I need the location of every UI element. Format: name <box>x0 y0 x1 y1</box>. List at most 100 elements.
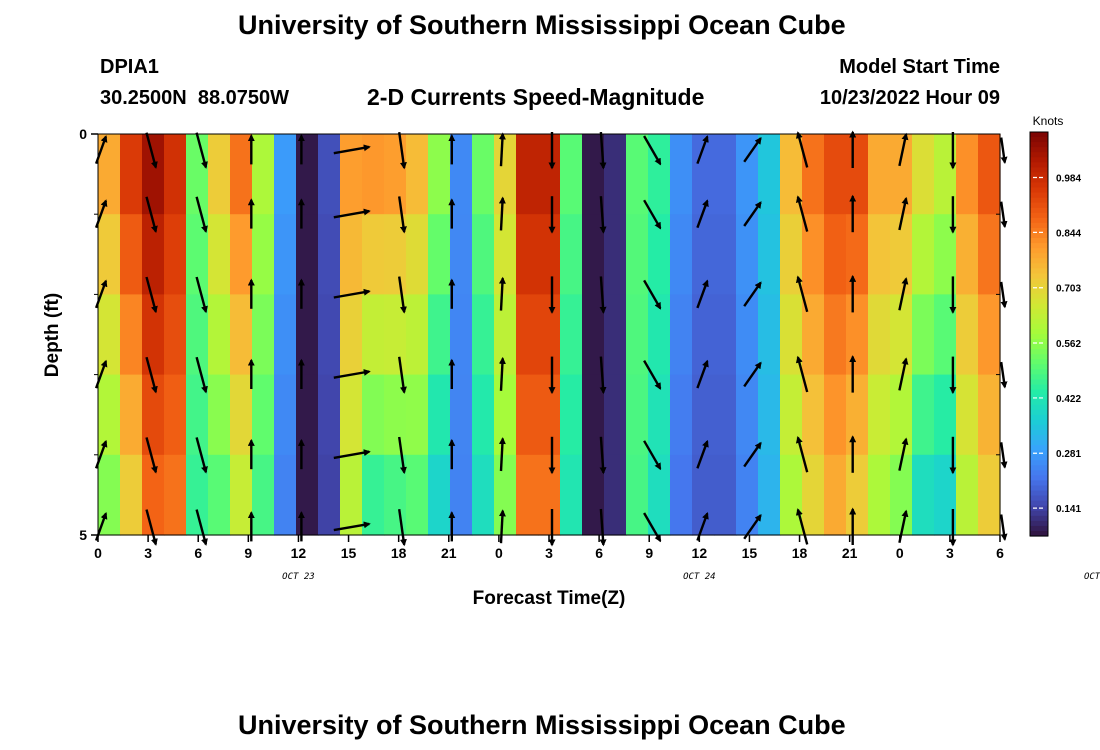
current-vector <box>498 132 506 167</box>
heatmap-cell <box>824 374 847 456</box>
colorbar-segment <box>1030 308 1048 315</box>
heatmap-cell <box>340 214 363 295</box>
colorbar-segment <box>1030 515 1048 522</box>
chart-axes: Depth (ft) Forecast Time(Z) Knots 0 3 6 9 12… <box>42 114 1100 609</box>
current-vector <box>898 277 909 311</box>
current-vector <box>195 509 208 546</box>
heatmap-cell <box>604 294 627 376</box>
heatmap-cell <box>736 454 759 536</box>
heatmap-cell <box>296 134 319 215</box>
colorbar-segment <box>1030 344 1048 350</box>
heatmap-cell <box>670 454 693 536</box>
heatmap-cell <box>868 374 891 456</box>
current-vector <box>498 196 506 231</box>
current-vector <box>1000 281 1008 309</box>
current-vector <box>795 435 809 473</box>
x-tick-label: 15 <box>742 545 758 561</box>
colorbar-segment <box>1030 323 1048 330</box>
heatmap-cell <box>692 134 715 215</box>
heatmap-cell <box>428 374 451 456</box>
current-vector <box>1000 201 1008 229</box>
heatmap-cell <box>296 454 319 536</box>
x-tick-label: 0 <box>495 545 503 561</box>
heatmap-cell <box>274 454 297 536</box>
current-vector <box>743 361 762 388</box>
heatmap-cell <box>538 374 561 456</box>
heatmap-cell <box>692 214 715 295</box>
current-vector <box>643 359 662 390</box>
heatmap-cell <box>956 214 979 295</box>
heatmap-cell <box>142 214 165 295</box>
heatmap-cell <box>494 454 517 536</box>
colorbar-segment <box>1030 389 1048 396</box>
heatmap-cell <box>340 374 363 456</box>
current-vector <box>795 131 809 168</box>
colorbar-segment <box>1030 227 1048 234</box>
current-vector <box>795 508 809 545</box>
heatmap-cell <box>560 294 583 376</box>
current-vector <box>696 439 709 469</box>
colorbar-segment <box>1030 354 1048 360</box>
heatmap-cell <box>648 454 671 536</box>
heatmap-cell <box>450 134 473 215</box>
heatmap-cell <box>868 214 891 295</box>
colorbar-segment <box>1030 490 1048 497</box>
x-tick-label: 18 <box>391 545 407 561</box>
product-title: 2-D Currents Speed-Magnitude <box>367 84 705 110</box>
heatmap-cell <box>802 374 825 456</box>
current-vector <box>1000 361 1008 389</box>
heatmap-cell <box>362 134 385 215</box>
heatmap-cell <box>736 374 759 456</box>
colorbar-segment <box>1030 238 1048 244</box>
footer-title: University of Southern Mississippi Ocean… <box>238 710 846 740</box>
heatmap-cell <box>802 454 825 536</box>
current-vector <box>898 437 909 471</box>
heatmap-cell <box>560 134 583 215</box>
colorbar-tick-label: 0.141 <box>1056 504 1081 515</box>
colorbar-segment <box>1030 303 1048 310</box>
heatmap-cell <box>494 294 517 376</box>
page-title: University of Southern Mississippi Ocean… <box>238 10 846 40</box>
heatmap-cell <box>208 214 231 295</box>
x-tick-label: 0 <box>896 545 904 561</box>
heatmap-cell <box>296 374 319 456</box>
colorbar-segment <box>1030 273 1048 280</box>
colorbar-segment <box>1030 359 1048 365</box>
colorbar-units-label: Knots <box>1033 114 1064 128</box>
colorbar-tick-label: 0.562 <box>1056 339 1081 350</box>
heatmap-cell <box>362 214 385 295</box>
colorbar-tick-label: 0.844 <box>1056 228 1081 239</box>
heatmap-cell <box>164 214 187 295</box>
colorbar-segment <box>1030 293 1048 300</box>
x-tick-label: 18 <box>792 545 808 561</box>
current-vector <box>696 199 709 229</box>
current-vector <box>333 368 371 379</box>
heatmap-cell <box>538 214 561 295</box>
heatmap-cell <box>274 134 297 215</box>
current-vector <box>643 512 662 543</box>
current-vector <box>498 437 506 472</box>
heatmap-cell <box>384 374 407 456</box>
heatmap-cell <box>406 374 429 456</box>
heatmap-cell <box>736 134 759 215</box>
heatmap-cell <box>428 214 451 295</box>
colorbar-segment <box>1030 480 1048 487</box>
colorbar-segment <box>1030 424 1048 431</box>
heatmap-cell <box>626 214 649 295</box>
colorbar-segment <box>1030 202 1048 209</box>
colorbar-segment <box>1030 268 1048 274</box>
heatmap-cell <box>340 134 363 215</box>
heatmap-cell <box>846 374 869 456</box>
colorbar: 0.984 0.844 0.703 0.562 0.422 0.281 0.141 <box>1029 131 1081 537</box>
heatmap-cell <box>274 374 297 456</box>
heatmap-cell <box>362 454 385 536</box>
heatmap-cell <box>406 454 429 536</box>
heatmap-cell <box>890 294 913 376</box>
heatmap-cell <box>890 214 913 295</box>
colorbar-segment <box>1030 172 1048 179</box>
heatmap-cell <box>450 374 473 456</box>
heatmap-cell <box>472 294 495 376</box>
heatmap-cell <box>780 134 803 215</box>
colorbar-segment <box>1030 132 1048 138</box>
heatmap-cell <box>582 134 605 215</box>
